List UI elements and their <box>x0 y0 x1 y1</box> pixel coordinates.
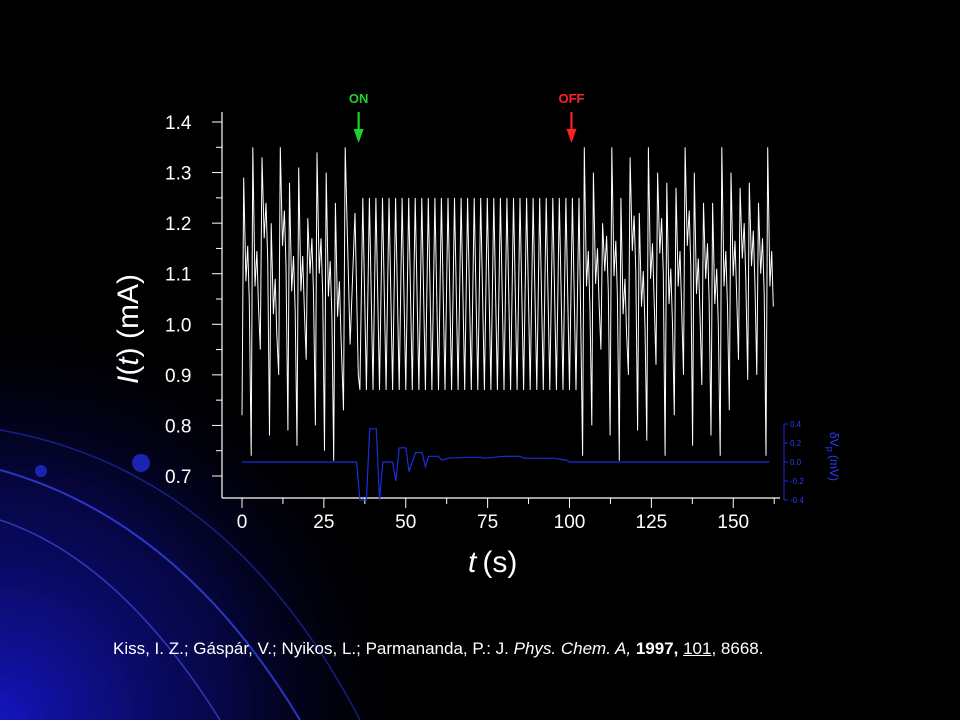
citation: Kiss, I. Z.; Gáspár, V.; Nyikos, L.; Par… <box>113 639 763 659</box>
annotation-on-label: ON <box>349 91 369 106</box>
x-tick-label: 25 <box>313 512 334 533</box>
annotation-off-label: OFF <box>559 91 585 106</box>
right-axis-tick-label: 0.0 <box>790 458 802 467</box>
y-tick-label: 1.4 <box>165 113 192 134</box>
citation-journal: Phys. Chem. A, <box>513 639 632 658</box>
x-axis-label: t (s) <box>468 546 517 579</box>
x-tick-label: 125 <box>636 512 668 533</box>
x-tick-label: 100 <box>554 512 586 533</box>
current-series-line <box>241 147 774 461</box>
right-axis-tick-label: -0.2 <box>790 477 804 486</box>
x-tick-label: 50 <box>395 512 416 533</box>
decor-dot-small <box>35 465 47 477</box>
citation-volume: 101 <box>683 639 712 658</box>
right-axis-tick-label: -0.4 <box>790 496 804 505</box>
y-tick-label: 1.1 <box>165 265 191 286</box>
annotation-arrow-head <box>566 129 577 143</box>
decor-dot-large <box>132 454 150 472</box>
y-tick-label: 0.7 <box>165 467 191 488</box>
potential-perturbation-line <box>242 428 770 501</box>
citation-year: 1997, <box>631 639 679 658</box>
citation-authors: Kiss, I. Z.; Gáspár, V.; Nyikos, L.; Par… <box>113 639 514 658</box>
y-tick-label: 0.9 <box>165 366 191 387</box>
y-axis-label: I(t) (mA) <box>112 274 145 384</box>
citation-pages: , 8668. <box>711 639 764 658</box>
y-tick-label: 0.8 <box>165 416 191 437</box>
y-tick-label: 1.2 <box>165 214 191 235</box>
x-tick-label: 0 <box>237 512 248 533</box>
y-tick-label: 1.3 <box>165 164 191 185</box>
x-tick-label: 150 <box>717 512 749 533</box>
right-axis-tick-label: 0.2 <box>790 439 802 448</box>
annotation-arrow-head <box>353 129 364 143</box>
right-axis-tick-label: 0.4 <box>790 420 802 429</box>
x-tick-label: 75 <box>477 512 498 533</box>
right-axis-label: δVp (mV) <box>825 432 841 481</box>
y-tick-label: 1.0 <box>165 315 191 336</box>
